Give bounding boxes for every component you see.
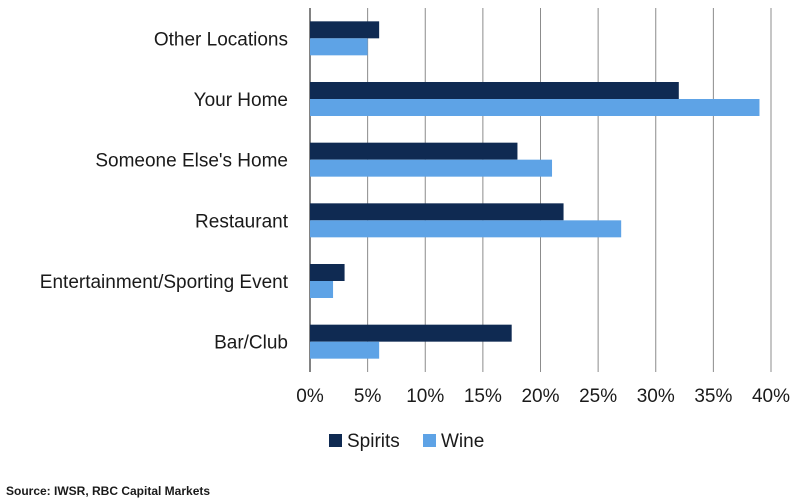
bar-wine-other-locations: [310, 38, 368, 56]
x-axis-tick-labels: 0% 5% 10% 15% 20% 25% 30% 35% 40%: [296, 386, 790, 407]
gridlines: [309, 8, 772, 372]
x-tick-label: 0%: [296, 386, 324, 407]
legend-label-wine: Wine: [441, 431, 484, 452]
category-label: Restaurant: [195, 211, 289, 232]
category-labels: Other Locations Your Home Someone Else's H…: [40, 29, 289, 353]
bar-spirits-other-locations: [310, 21, 380, 39]
bar-wine-someone-else-s-home: [310, 159, 553, 177]
category-label: Your Home: [194, 90, 288, 111]
bar-wine-bar-club: [310, 341, 380, 359]
legend-label-spirits: Spirits: [347, 431, 400, 452]
bar-spirits-entertainment-sporting-event: [310, 264, 345, 281]
x-tick-label: 20%: [521, 386, 559, 407]
bar-spirits-someone-else-s-home: [310, 142, 518, 160]
source-note: Source: IWSR, RBC Capital Markets: [6, 484, 211, 498]
bar-wine-your-home: [310, 99, 760, 116]
legend-swatch-spirits: [329, 434, 342, 447]
bar-wine-entertainment-sporting-event: [310, 281, 334, 298]
bar-spirits-restaurant: [310, 203, 564, 221]
category-label: Other Locations: [154, 29, 288, 50]
category-label: Someone Else's Home: [95, 151, 288, 172]
x-tick-label: 30%: [637, 386, 675, 407]
category-label: Entertainment/Sporting Event: [40, 272, 289, 293]
category-label: Bar/Club: [214, 333, 288, 354]
x-tick-label: 35%: [694, 386, 732, 407]
legend-swatch-wine: [423, 434, 436, 447]
bar-wine-restaurant: [310, 220, 622, 238]
x-tick-label: 5%: [354, 386, 382, 407]
x-tick-label: 40%: [752, 386, 790, 407]
bars: [310, 21, 760, 359]
x-tick-label: 15%: [464, 386, 502, 407]
x-tick-label: 10%: [406, 386, 444, 407]
x-tick-label: 25%: [579, 386, 617, 407]
bar-spirits-bar-club: [310, 324, 512, 342]
bar-spirits-your-home: [310, 82, 679, 99]
legend: Spirits Wine: [329, 431, 484, 452]
